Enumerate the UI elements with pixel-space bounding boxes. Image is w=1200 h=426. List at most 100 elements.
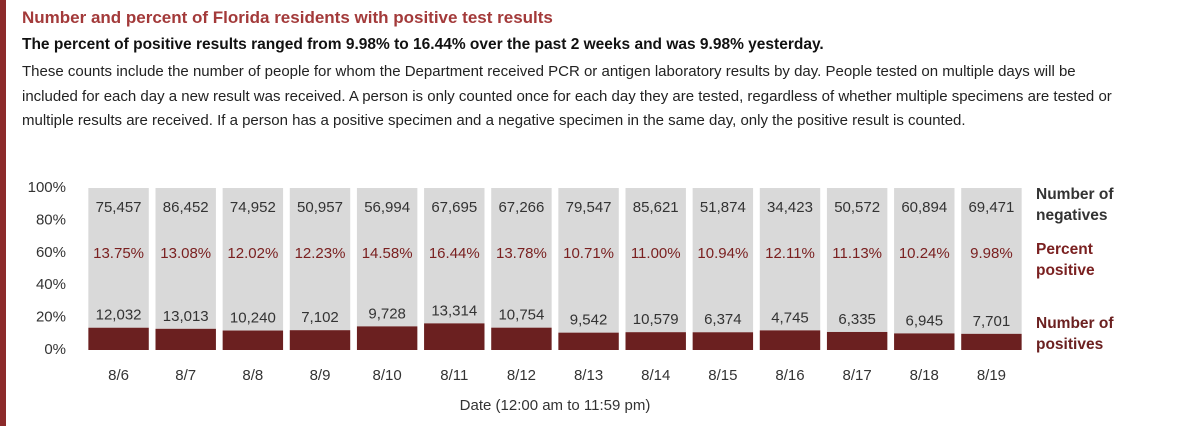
value-label-negatives: 85,621 xyxy=(633,199,679,216)
value-label-positives: 12,032 xyxy=(96,307,142,324)
value-label-negatives: 67,266 xyxy=(498,199,544,216)
bar-positives xyxy=(88,327,149,350)
value-label-positives: 6,374 xyxy=(704,311,742,328)
subtitle: The percent of positive results ranged f… xyxy=(22,36,824,53)
bar-positives xyxy=(759,330,821,350)
value-label-negatives: 67,695 xyxy=(431,199,477,216)
x-tick-label: 8/13 xyxy=(574,367,603,384)
value-label-percent: 12.23% xyxy=(295,245,346,262)
value-label-percent: 13.75% xyxy=(93,245,144,262)
value-label-positives: 9,542 xyxy=(570,312,608,329)
x-tick-label: 8/12 xyxy=(507,367,536,384)
bar-positives xyxy=(155,328,216,350)
x-axis-title: Date (12:00 am to 11:59 pm) xyxy=(460,397,651,414)
x-tick-label: 8/17 xyxy=(843,367,872,384)
bar-positives xyxy=(356,326,418,350)
y-tick-label: 60% xyxy=(36,244,66,261)
value-label-positives: 10,754 xyxy=(498,307,544,324)
value-label-positives: 13,314 xyxy=(431,302,477,319)
value-label-negatives: 69,471 xyxy=(968,199,1014,216)
value-label-percent: 10.94% xyxy=(697,245,748,262)
x-tick-label: 8/15 xyxy=(708,367,737,384)
value-label-positives: 10,579 xyxy=(633,311,679,328)
bar-negatives xyxy=(155,188,216,329)
x-tick-label: 8/8 xyxy=(242,367,263,384)
bar-negatives xyxy=(558,188,619,333)
value-label-negatives: 34,423 xyxy=(767,199,813,216)
legend-percent: Percent positive xyxy=(1036,241,1095,279)
x-tick-label: 8/10 xyxy=(373,367,402,384)
x-tick-label: 8/7 xyxy=(175,367,196,384)
y-tick-label: 0% xyxy=(44,341,66,358)
bar-negatives xyxy=(289,188,351,331)
y-tick-label: 40% xyxy=(36,276,66,293)
value-label-positives: 10,240 xyxy=(230,309,276,326)
legend-negatives: Number of negatives xyxy=(1036,186,1114,224)
bar-negatives xyxy=(692,188,754,333)
y-tick-label: 100% xyxy=(28,179,66,196)
value-label-positives: 4,745 xyxy=(771,309,809,326)
value-label-positives: 6,945 xyxy=(906,312,944,329)
value-label-percent: 9.98% xyxy=(970,245,1013,262)
bar-positives xyxy=(894,333,955,350)
value-label-percent: 11.00% xyxy=(631,245,681,262)
bar-positives xyxy=(289,330,351,350)
bar-negatives xyxy=(424,188,485,324)
bar-negatives xyxy=(826,188,888,332)
bar-negatives xyxy=(356,188,418,327)
value-label-percent: 16.44% xyxy=(429,245,480,262)
value-label-positives: 13,013 xyxy=(163,308,209,325)
bar-positives xyxy=(424,323,485,350)
value-label-positives: 7,701 xyxy=(973,313,1011,330)
value-label-percent: 10.24% xyxy=(899,245,950,262)
bar-positives xyxy=(558,332,619,350)
bar-positives xyxy=(692,332,754,350)
value-label-negatives: 50,572 xyxy=(834,199,880,216)
value-label-percent: 13.78% xyxy=(496,245,547,262)
x-tick-label: 8/6 xyxy=(108,367,129,384)
value-label-negatives: 60,894 xyxy=(901,199,947,216)
value-label-negatives: 51,874 xyxy=(700,199,746,216)
value-label-negatives: 74,952 xyxy=(230,199,276,216)
bar-positives xyxy=(625,332,686,350)
value-label-percent: 11.13% xyxy=(832,245,882,262)
bar-negatives xyxy=(491,188,552,328)
value-label-positives: 7,102 xyxy=(301,309,339,326)
y-tick-label: 20% xyxy=(36,309,66,326)
bar-negatives xyxy=(961,188,1022,334)
value-label-percent: 12.11% xyxy=(765,245,815,262)
x-tick-label: 8/14 xyxy=(641,367,670,384)
value-label-percent: 10.71% xyxy=(563,245,614,262)
bar-negatives xyxy=(759,188,821,331)
y-tick-label: 80% xyxy=(36,211,66,228)
value-label-negatives: 75,457 xyxy=(96,199,142,216)
value-label-negatives: 86,452 xyxy=(163,199,209,216)
x-tick-label: 8/16 xyxy=(775,367,804,384)
value-label-negatives: 56,994 xyxy=(364,199,410,216)
value-label-positives: 9,728 xyxy=(368,305,406,322)
value-label-negatives: 79,547 xyxy=(566,199,612,216)
value-label-positives: 6,335 xyxy=(838,311,876,328)
bar-negatives xyxy=(222,188,284,331)
x-tick-label: 8/9 xyxy=(310,367,331,384)
bar-positives xyxy=(491,327,552,350)
bar-negatives xyxy=(88,188,149,328)
edge-bar xyxy=(0,0,6,426)
value-label-percent: 14.58% xyxy=(362,245,413,262)
title: Number and percent of Florida residents … xyxy=(22,8,553,27)
legend-positives: Number of positives xyxy=(1036,315,1114,353)
bar-negatives xyxy=(894,188,955,334)
description: These counts include the number of peopl… xyxy=(22,63,1112,129)
x-tick-label: 8/18 xyxy=(910,367,939,384)
value-label-percent: 12.02% xyxy=(227,245,278,262)
bar-negatives xyxy=(625,188,686,333)
bar-positives xyxy=(222,330,284,350)
value-label-negatives: 50,957 xyxy=(297,199,343,216)
x-tick-label: 8/11 xyxy=(440,367,468,384)
x-tick-label: 8/19 xyxy=(977,367,1006,384)
value-label-percent: 13.08% xyxy=(160,245,211,262)
bar-positives xyxy=(961,333,1022,350)
bar-positives xyxy=(826,331,888,350)
